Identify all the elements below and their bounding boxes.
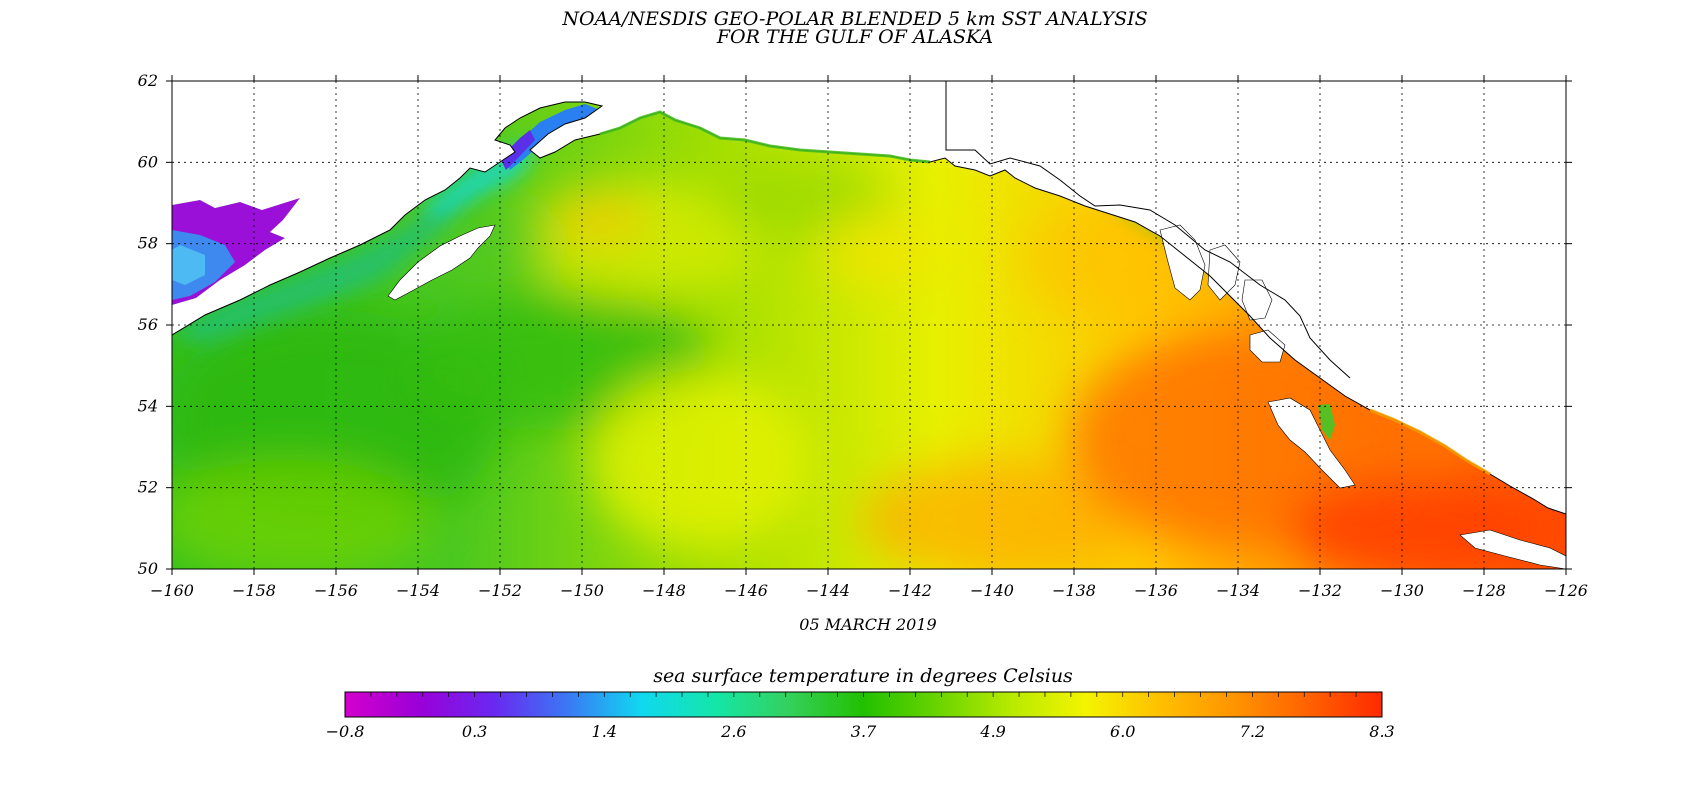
- latitude-labels: 62 60 58 56 54 52 50: [138, 71, 158, 578]
- colorbar-label: sea surface temperature in degrees Celsi…: [653, 665, 1073, 687]
- coastal-fringe-southeast: [1369, 408, 1491, 476]
- lon-tick-label: −160: [150, 581, 194, 600]
- vancouver-island: [1459, 529, 1566, 569]
- colorbar-tick-label: −0.8: [326, 722, 365, 741]
- lat-tick-label: 62: [138, 71, 158, 90]
- lon-tick-label: −136: [1134, 581, 1178, 600]
- lat-tick-label: 60: [138, 152, 158, 171]
- lon-tick-label: −142: [888, 581, 932, 600]
- colorbar-tick-label: 8.3: [1369, 722, 1394, 741]
- map-title-line1: NOAA/NESDIS GEO-POLAR BLENDED 5 km SST A…: [561, 8, 1147, 30]
- lon-tick-label: −152: [478, 581, 522, 600]
- lon-tick-label: −144: [806, 581, 850, 600]
- lat-tick-label: 54: [138, 396, 158, 415]
- lat-tick-label: 56: [138, 315, 158, 334]
- lon-tick-label: −126: [1544, 581, 1588, 600]
- lon-tick-label: −154: [396, 581, 440, 600]
- lat-lon-gridlines: [172, 81, 1566, 569]
- lon-tick-label: −130: [1380, 581, 1424, 600]
- lon-tick-label: −134: [1216, 581, 1260, 600]
- lon-tick-label: −148: [642, 581, 686, 600]
- lon-tick-label: −156: [314, 581, 358, 600]
- colorbar-tick-label: 3.7: [851, 722, 877, 741]
- longitude-labels: −160 −158 −156 −154 −152 −150 −148 −146 −144 −142…: [150, 581, 1588, 600]
- lat-tick-label: 50: [138, 559, 158, 578]
- colorbar-tick-label: 2.6: [720, 722, 746, 741]
- map-area: [172, 81, 1566, 569]
- lon-tick-label: −132: [1298, 581, 1342, 600]
- lat-tick-label: 58: [138, 234, 158, 253]
- alaska-mainland: [172, 81, 1566, 514]
- lon-tick-label: −128: [1462, 581, 1506, 600]
- colorbar-tick-label: 7.2: [1240, 722, 1265, 741]
- colorbar-tick-label: 1.4: [592, 722, 617, 741]
- map-title-line2: FOR THE GULF OF ALASKA: [716, 26, 993, 48]
- date-label: 05 MARCH 2019: [799, 615, 936, 634]
- lon-tick-label: −146: [724, 581, 768, 600]
- lat-tick-label: 52: [138, 478, 158, 497]
- lon-tick-label: −150: [560, 581, 604, 600]
- colorbar-tick-label: 4.9: [979, 722, 1005, 741]
- axis-ticks: [166, 75, 1572, 575]
- lon-tick-label: −158: [232, 581, 276, 600]
- lon-tick-label: −140: [970, 581, 1014, 600]
- colorbar-ticks: [370, 692, 1357, 697]
- kodiak-island: [387, 224, 496, 301]
- haida-gwaii-strait: [1318, 404, 1335, 440]
- colorbar-tick-labels: −0.8 0.3 1.4 2.6 3.7 4.9 6.0 7.2 8.3: [326, 722, 1395, 741]
- lon-tick-label: −138: [1052, 581, 1096, 600]
- bristol-bay: [172, 195, 300, 305]
- colorbar-tick-label: 0.3: [462, 722, 487, 741]
- coastal-fringe-north: [599, 110, 931, 164]
- haida-gwaii: [1267, 397, 1356, 489]
- colorbar-tick-label: 6.0: [1110, 722, 1135, 741]
- international-border: [945, 81, 1351, 379]
